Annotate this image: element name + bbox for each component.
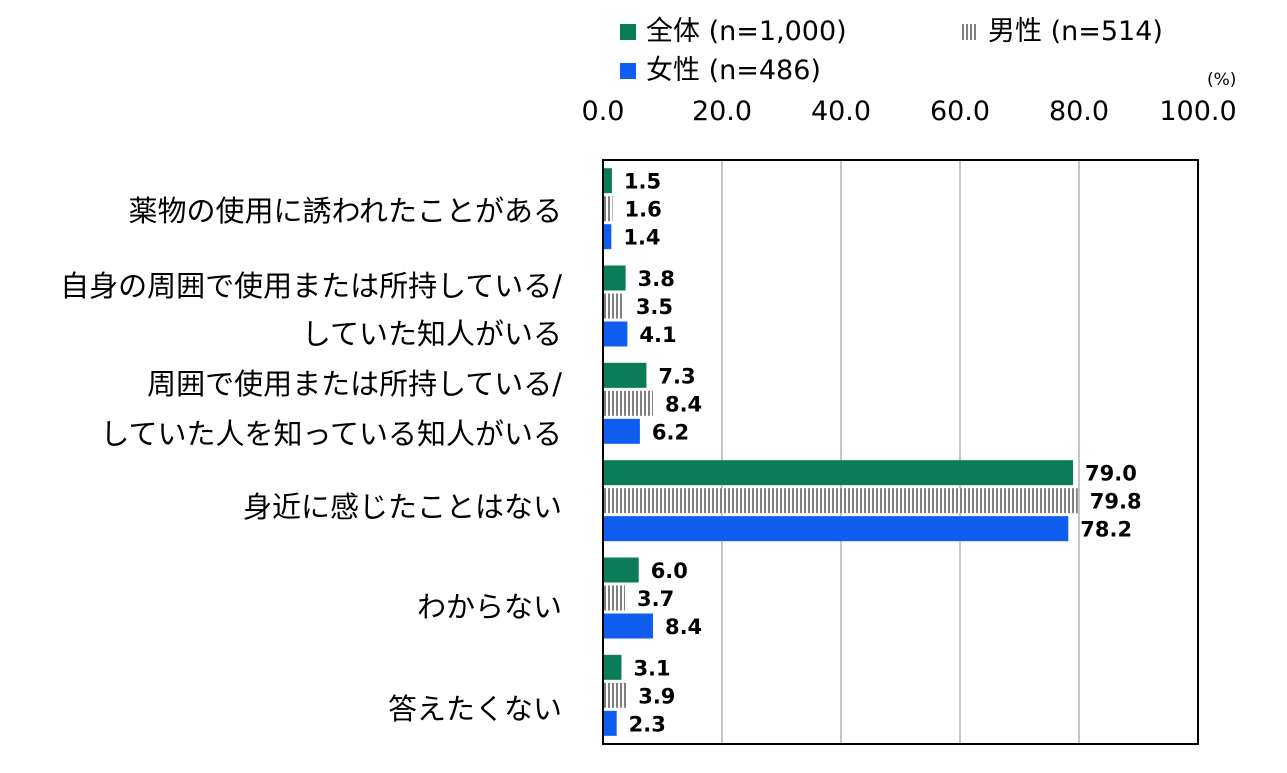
bar-series-0 [603,362,647,388]
bar-series-1 [603,390,653,416]
bar-series-2 [603,710,617,736]
legend-swatch-total [620,24,636,40]
data-label: 79.8 [1090,490,1142,514]
bar-series-1 [603,196,613,222]
bar-series-1 [603,293,624,319]
data-label: 1.4 [623,226,660,250]
data-label: 1.6 [625,198,662,222]
bar-series-0 [603,557,639,583]
data-label: 3.9 [638,684,675,708]
data-label: 3.1 [633,656,670,680]
bar-series-0 [603,265,626,291]
legend-label-male: 男性 (n=514) [988,16,1163,47]
bar-series-2 [603,224,612,250]
legend-label-female: 女性 (n=486) [646,55,821,86]
data-label: 4.1 [639,323,676,347]
data-label: 8.4 [665,615,702,639]
data-label: 78.2 [1080,518,1132,542]
x-tick-label: 80.0 [1048,96,1110,127]
plot-frame [602,159,1199,745]
data-label: 8.4 [665,392,702,416]
legend-swatch-female [620,63,636,79]
data-label: 7.3 [658,364,695,388]
bar-series-1 [603,682,627,708]
bar-series-1 [603,585,626,611]
bar-series-2 [603,321,628,347]
data-label: 6.0 [651,559,688,583]
bar-series-2 [603,613,653,639]
bar-series-0 [603,460,1074,486]
bar-series-1 [603,488,1078,514]
bar-series-0 [603,168,612,194]
x-tick-label: 0.0 [581,96,625,127]
x-tick-label: 20.0 [691,96,753,127]
bar-series-2 [603,516,1069,542]
data-label: 3.5 [636,295,673,319]
x-tick-label: 60.0 [929,96,991,127]
x-tick-label: 100.0 [1159,96,1237,127]
unit-label: (%) [1207,70,1237,90]
data-label: 3.7 [637,587,674,611]
data-label: 79.0 [1085,462,1137,486]
data-label: 2.3 [629,712,666,736]
bar-series-0 [603,654,622,680]
legend-label-total: 全体 (n=1,000) [646,16,847,47]
x-tick-label: 40.0 [810,96,872,127]
data-label: 1.5 [624,170,661,194]
data-label: 3.8 [638,267,675,291]
legend-swatch-male [962,24,978,40]
data-label: 6.2 [652,420,689,444]
bar-series-2 [603,418,640,444]
